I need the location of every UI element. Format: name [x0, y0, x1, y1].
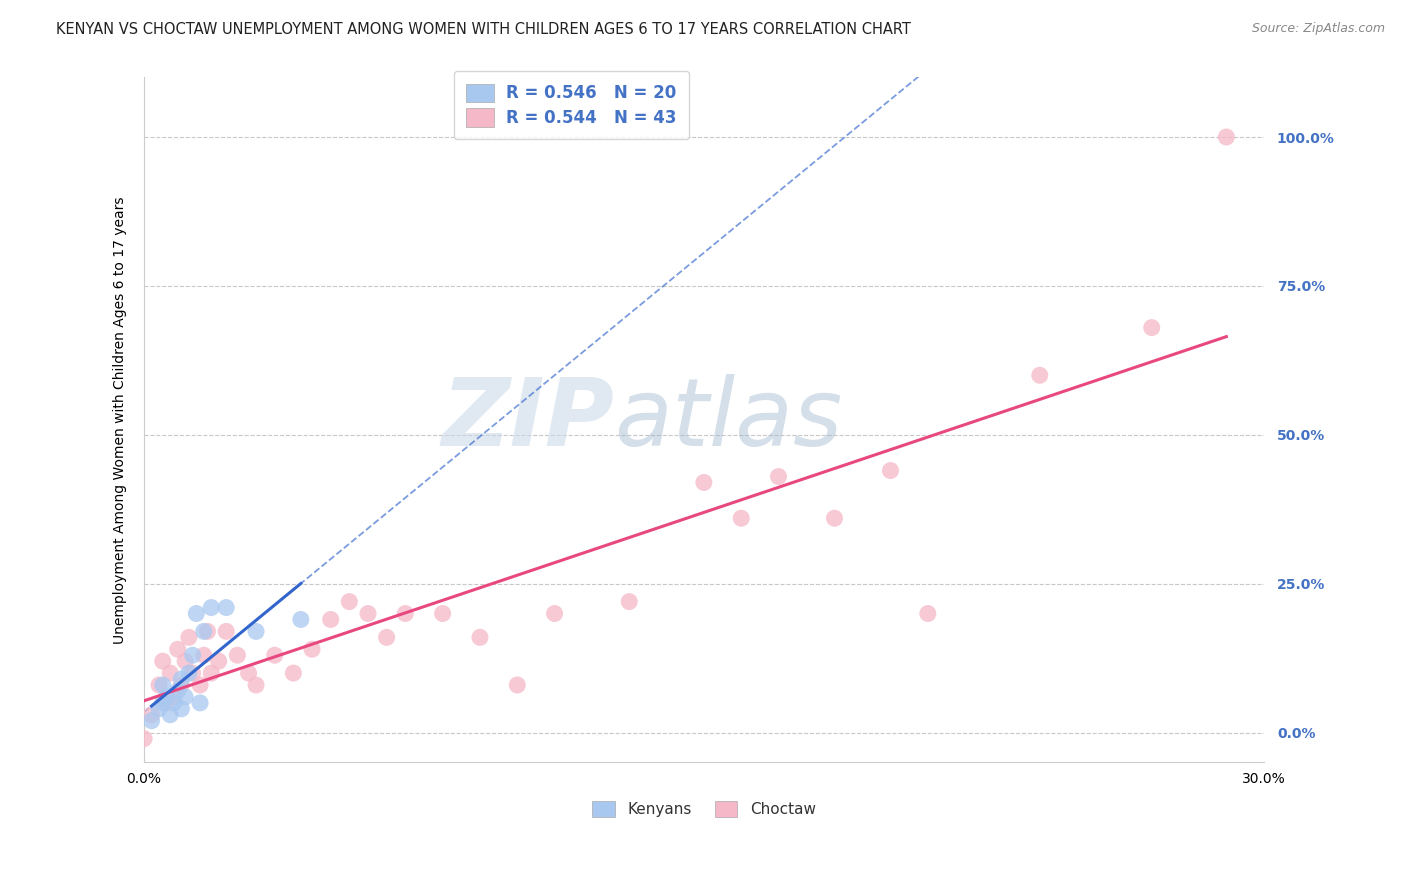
Point: [188, 678, 211, 692]
Point: [468, 631, 491, 645]
Text: ZIP: ZIP: [441, 374, 614, 466]
Point: [245, 624, 267, 639]
Point: [238, 666, 260, 681]
Point: [215, 624, 238, 639]
Y-axis label: Unemployment Among Women with Children Ages 6 to 17 years: Unemployment Among Women with Children A…: [114, 196, 128, 644]
Point: [152, 696, 174, 710]
Point: [132, 731, 155, 746]
Text: Source: ZipAtlas.com: Source: ZipAtlas.com: [1251, 22, 1385, 36]
Point: [166, 642, 188, 657]
Point: [174, 690, 197, 704]
Point: [1029, 368, 1052, 383]
Point: [768, 469, 790, 483]
Point: [181, 666, 204, 681]
Point: [188, 696, 211, 710]
Point: [170, 672, 193, 686]
Point: [619, 594, 641, 608]
Point: [1140, 320, 1163, 334]
Point: [357, 607, 380, 621]
Point: [177, 666, 200, 681]
Point: [301, 642, 323, 657]
Point: [170, 702, 193, 716]
Point: [245, 678, 267, 692]
Point: [693, 475, 716, 490]
Point: [177, 631, 200, 645]
Point: [337, 594, 360, 608]
Point: [186, 607, 208, 621]
Point: [375, 631, 398, 645]
Point: [263, 648, 285, 663]
Point: [159, 707, 181, 722]
Point: [152, 678, 174, 692]
Point: [824, 511, 846, 525]
Point: [215, 600, 238, 615]
Point: [155, 696, 177, 710]
Point: [200, 600, 222, 615]
Point: [197, 624, 219, 639]
Point: [394, 607, 416, 621]
Point: [917, 607, 939, 621]
Point: [1215, 130, 1237, 145]
Point: [226, 648, 249, 663]
Point: [166, 684, 188, 698]
Legend: Kenyans, Choctaw: Kenyans, Choctaw: [586, 795, 821, 823]
Point: [879, 464, 901, 478]
Point: [174, 654, 197, 668]
Point: [200, 666, 222, 681]
Point: [193, 648, 215, 663]
Point: [432, 607, 454, 621]
Text: atlas: atlas: [614, 375, 842, 466]
Point: [155, 690, 177, 704]
Point: [730, 511, 752, 525]
Point: [181, 648, 204, 663]
Point: [163, 696, 186, 710]
Point: [148, 678, 170, 692]
Point: [506, 678, 529, 692]
Point: [170, 678, 193, 692]
Point: [283, 666, 305, 681]
Point: [163, 690, 186, 704]
Point: [290, 612, 312, 626]
Point: [208, 654, 231, 668]
Text: KENYAN VS CHOCTAW UNEMPLOYMENT AMONG WOMEN WITH CHILDREN AGES 6 TO 17 YEARS CORR: KENYAN VS CHOCTAW UNEMPLOYMENT AMONG WOM…: [56, 22, 911, 37]
Point: [193, 624, 215, 639]
Point: [141, 714, 163, 728]
Point: [152, 654, 174, 668]
Point: [159, 666, 181, 681]
Point: [543, 607, 565, 621]
Point: [141, 707, 163, 722]
Point: [319, 612, 342, 626]
Point: [148, 702, 170, 716]
